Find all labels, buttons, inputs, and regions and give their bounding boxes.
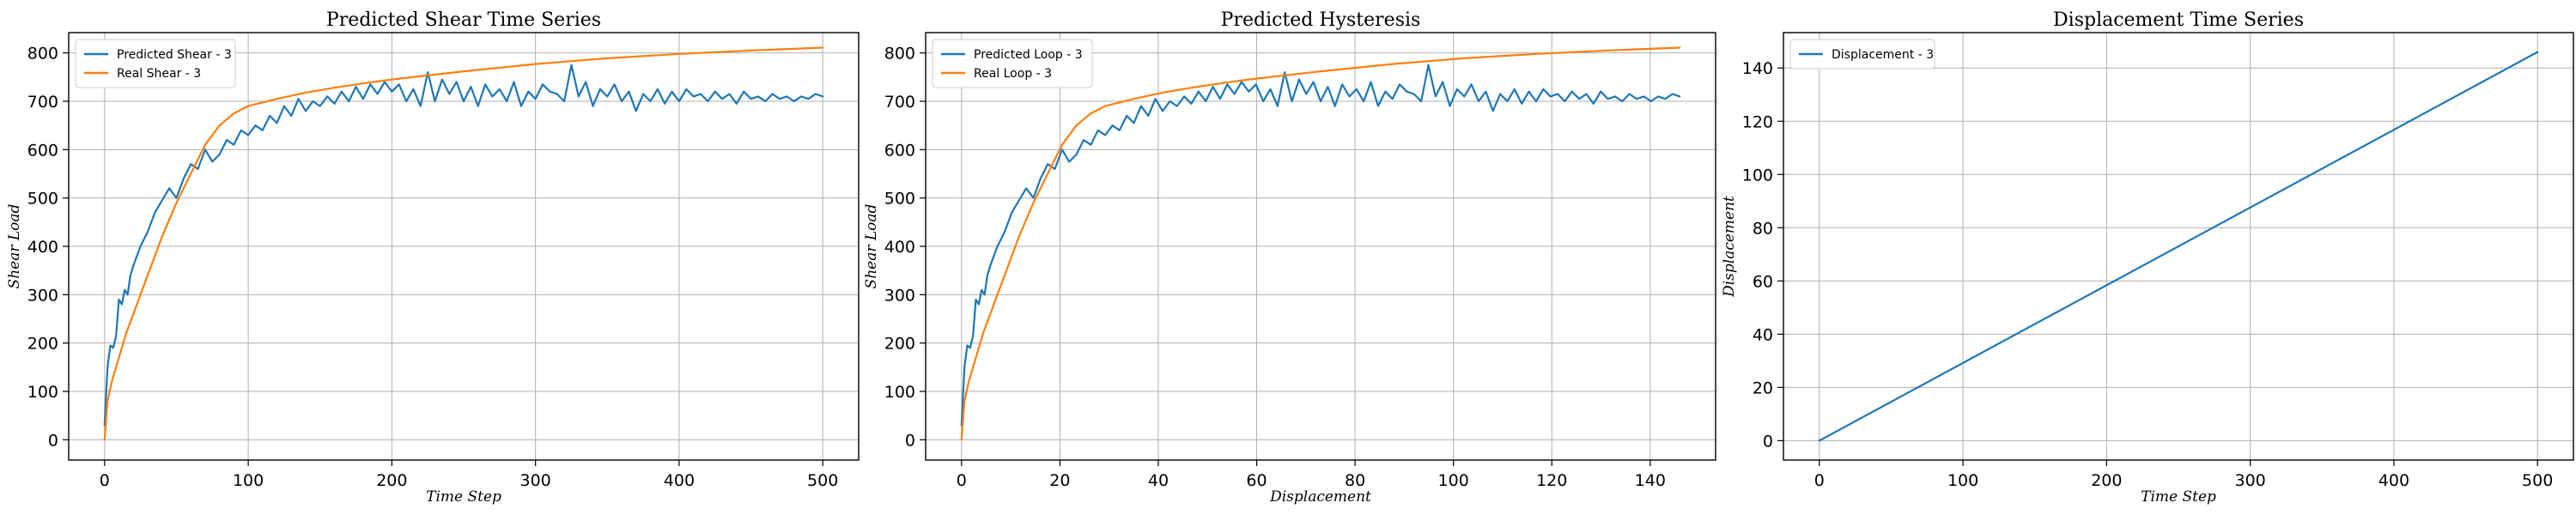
x-tick-label: 40 <box>1148 471 1169 490</box>
x-tick-label: 300 <box>2235 471 2266 490</box>
x-tick-label: 100 <box>1947 471 1978 490</box>
x-tick-label: 20 <box>1049 471 1070 490</box>
x-tick-label: 400 <box>2379 471 2409 490</box>
x-tick-label: 300 <box>520 471 551 490</box>
y-tick-label: 100 <box>1742 166 1773 185</box>
y-tick-label: 500 <box>27 190 58 209</box>
chart-title: Displacement Time Series <box>2053 9 2304 31</box>
y-axis-label: Shear Load <box>863 203 880 288</box>
x-tick-label: 140 <box>1635 471 1666 490</box>
x-tick-label: 100 <box>233 471 264 490</box>
chart-panel-3: 0 100 200 300 400 500 0 20 40 60 80 100 120 140 Displa… <box>1721 9 2574 506</box>
legend-label: Predicted Shear - 3 <box>117 48 232 62</box>
y-axis-label: Shear Load <box>6 203 23 288</box>
x-tick-label: 120 <box>1536 471 1567 490</box>
y-tick-label: 200 <box>27 335 58 354</box>
x-tick-label: 200 <box>376 471 407 490</box>
y-tick-label: 0 <box>1763 432 1773 451</box>
y-tick-label: 0 <box>48 431 58 450</box>
y-tick-label: 300 <box>884 286 915 305</box>
y-tick-label: 400 <box>884 238 915 257</box>
x-tick-label: 0 <box>1814 471 1825 490</box>
y-tick-label: 300 <box>27 286 58 305</box>
legend: Predicted Loop - 3 Real Loop - 3 <box>932 39 1093 88</box>
y-axis-label: Displacement <box>1721 196 1738 298</box>
series-line-predicted-shear-3 <box>103 64 824 427</box>
y-tick-label: 100 <box>884 383 915 402</box>
y-tick-label: 60 <box>1753 272 1773 291</box>
series-line-predicted-loop-3 <box>960 64 1681 427</box>
legend-box <box>1789 39 1935 70</box>
y-tick-label: 600 <box>884 141 915 160</box>
x-tick-label: 500 <box>2522 471 2553 490</box>
y-tick-label: 120 <box>1742 112 1773 131</box>
chart-title: Predicted Hysteresis <box>1221 9 1421 31</box>
x-tick-label: 400 <box>664 471 695 490</box>
x-axis-label: Displacement <box>1269 488 1371 506</box>
y-tick-label: 700 <box>884 93 915 112</box>
y-tick-label: 140 <box>1742 59 1773 78</box>
legend: Predicted Shear - 3 Real Shear - 3 <box>75 39 236 88</box>
legend-box <box>932 39 1093 88</box>
y-tick-label: 800 <box>884 45 915 64</box>
plot-frame <box>68 32 860 461</box>
y-tick-label: 100 <box>27 383 58 402</box>
x-axis-label: Time Step <box>2141 488 2216 506</box>
y-tick-label: 500 <box>884 190 915 209</box>
legend: Displacement - 3 <box>1789 39 1935 70</box>
x-tick-label: 0 <box>100 471 110 490</box>
y-tick-label: 600 <box>27 141 58 160</box>
legend-label: Real Loop - 3 <box>974 67 1052 81</box>
y-tick-label: 40 <box>1753 325 1773 344</box>
legend-label: Real Shear - 3 <box>117 67 201 81</box>
x-tick-label: 80 <box>1345 471 1365 490</box>
y-tick-label: 20 <box>1753 379 1773 397</box>
series-line-real-loop-3 <box>960 46 1681 441</box>
x-tick-label: 200 <box>2091 471 2122 490</box>
y-tick-label: 700 <box>27 93 58 112</box>
x-tick-label: 0 <box>957 471 967 490</box>
legend-label: Predicted Loop - 3 <box>974 48 1083 62</box>
x-tick-label: 500 <box>807 471 838 490</box>
x-axis-label: Time Step <box>426 488 501 506</box>
x-tick-label: 60 <box>1246 471 1267 490</box>
plot-frame <box>1783 32 2574 461</box>
y-tick-label: 400 <box>27 238 58 257</box>
y-tick-label: 80 <box>1753 219 1773 238</box>
x-tick-label: 100 <box>1438 471 1469 490</box>
y-tick-label: 800 <box>27 45 58 64</box>
legend-label: Displacement - 3 <box>1832 48 1934 62</box>
chart-title: Predicted Shear Time Series <box>326 9 601 31</box>
series-line-real-shear-3 <box>103 46 824 441</box>
y-tick-label: 200 <box>884 335 915 354</box>
series-line-displacement-3 <box>1818 51 2539 442</box>
y-tick-label: 0 <box>905 431 915 450</box>
legend-box <box>75 39 236 88</box>
chart-panel-2: 0 20 40 60 80 100 120 140 0 100 200 300 400 500 600 700… <box>863 9 1716 506</box>
chart-panel-1: 0 100 200 300 400 500 0 100 200 300 400 500 600 700 80… <box>6 9 860 506</box>
plot-frame <box>925 32 1716 461</box>
